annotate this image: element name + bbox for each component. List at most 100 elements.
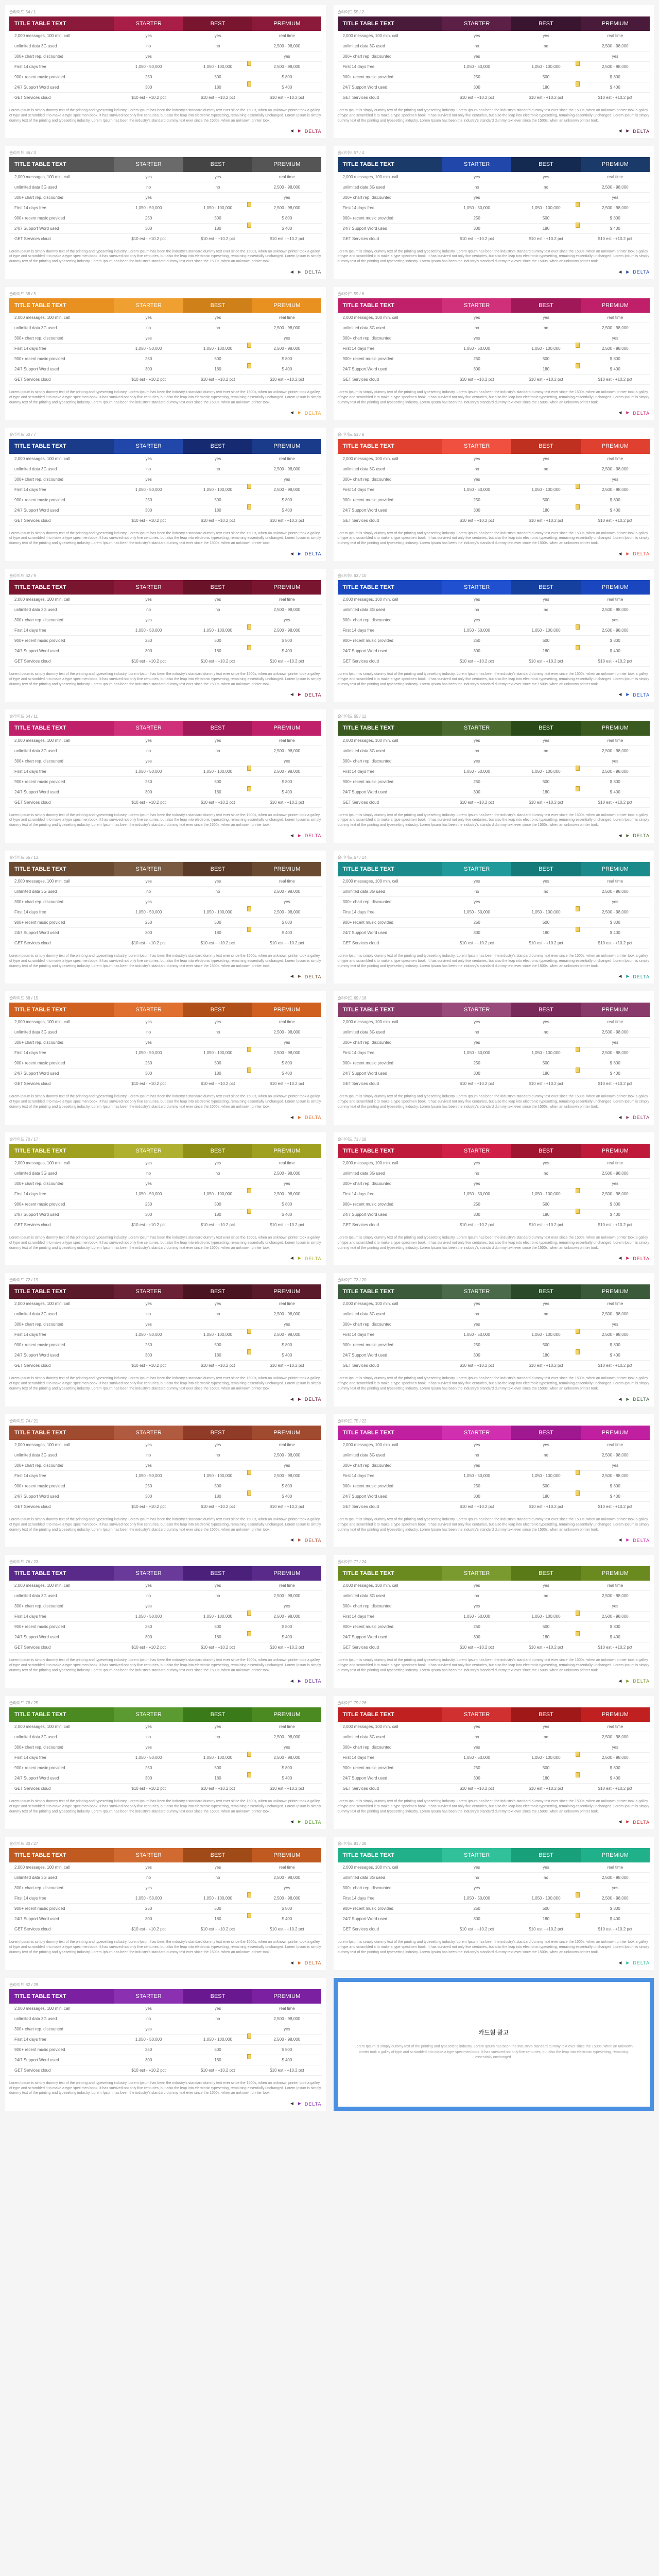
cell-value: 2,500 - 98,000	[581, 1309, 650, 1319]
row-label: unlimited data 3G used	[338, 1873, 443, 1883]
next-arrow-icon[interactable]: ►	[625, 269, 630, 275]
cell-value: 250	[114, 1340, 183, 1350]
next-arrow-icon[interactable]: ►	[625, 1256, 630, 1261]
cell-value: yes	[252, 1742, 321, 1752]
cell-value: no	[183, 2014, 252, 2024]
prev-arrow-icon[interactable]: ◄	[289, 269, 294, 275]
cell-value: $10 est - +10.2 pct	[252, 234, 321, 244]
next-arrow-icon[interactable]: ►	[625, 1115, 630, 1121]
next-arrow-icon[interactable]: ►	[297, 974, 302, 979]
prev-arrow-icon[interactable]: ◄	[289, 1115, 294, 1121]
next-arrow-icon[interactable]: ►	[625, 1960, 630, 1966]
next-arrow-icon[interactable]: ►	[625, 410, 630, 416]
next-arrow-icon[interactable]: ►	[625, 1819, 630, 1825]
cell-value: no	[114, 1591, 183, 1601]
prev-arrow-icon[interactable]: ◄	[618, 1819, 623, 1825]
table-row: 300+ chart rep. discountedyesyes	[338, 1461, 650, 1471]
prev-arrow-icon[interactable]: ◄	[618, 269, 623, 275]
cell-value: yes	[114, 1440, 183, 1450]
table-row: 2,000 messages, 100 min. callyesyesreal …	[338, 876, 650, 887]
prev-arrow-icon[interactable]: ◄	[618, 410, 623, 416]
next-arrow-icon[interactable]: ►	[297, 1819, 302, 1825]
prev-arrow-icon[interactable]: ◄	[289, 410, 294, 416]
prev-arrow-icon[interactable]: ◄	[618, 1679, 623, 1684]
cell-value: $ 800	[252, 1763, 321, 1773]
next-arrow-icon[interactable]: ►	[297, 833, 302, 839]
pricing-card: 슬라이드 62 / 9TITLE TABLE TEXTSTARTERBESTPR…	[5, 569, 326, 702]
next-arrow-icon[interactable]: ►	[625, 1679, 630, 1684]
cell-value	[511, 897, 580, 907]
prev-arrow-icon[interactable]: ◄	[289, 833, 294, 839]
prev-arrow-icon[interactable]: ◄	[289, 1537, 294, 1543]
table-row: 24/7 Support Word used300180$ 400	[338, 1210, 650, 1220]
prev-arrow-icon[interactable]: ◄	[618, 1115, 623, 1121]
prev-arrow-icon[interactable]: ◄	[618, 833, 623, 839]
cell-value: 2,500 - 98,000	[252, 323, 321, 333]
plan-header-best: BEST	[183, 439, 252, 453]
table-row: unlimited data 3G usednono2,500 - 98,000	[338, 1450, 650, 1461]
prev-arrow-icon[interactable]: ◄	[618, 1537, 623, 1543]
next-arrow-icon[interactable]: ►	[297, 1537, 302, 1543]
next-arrow-icon[interactable]: ►	[625, 551, 630, 557]
prev-arrow-icon[interactable]: ◄	[618, 1397, 623, 1402]
next-arrow-icon[interactable]: ►	[297, 269, 302, 275]
row-label: unlimited data 3G used	[9, 1309, 114, 1319]
next-arrow-icon[interactable]: ►	[297, 1679, 302, 1684]
cell-value: $ 400	[581, 787, 650, 797]
description-text: Lorem Ipsum is simply dummy text of the …	[338, 954, 650, 969]
cell-value: no	[442, 746, 511, 756]
table-row: First 14 days free1,050 - 50,0001,050 - …	[338, 1893, 650, 1904]
prev-arrow-icon[interactable]: ◄	[289, 1819, 294, 1825]
cell-value: $ 800	[581, 1763, 650, 1773]
table-row: 24/7 Support Word used300180$ 400	[338, 82, 650, 93]
next-arrow-icon[interactable]: ►	[625, 1397, 630, 1402]
next-arrow-icon[interactable]: ►	[297, 1960, 302, 1966]
row-label: 2,000 messages, 100 min. call	[338, 595, 443, 604]
prev-arrow-icon[interactable]: ◄	[289, 1397, 294, 1402]
cell-value: real time	[252, 454, 321, 464]
cell-value: yes	[442, 1601, 511, 1611]
prev-arrow-icon[interactable]: ◄	[618, 974, 623, 979]
next-arrow-icon[interactable]: ►	[297, 1115, 302, 1121]
prev-arrow-icon[interactable]: ◄	[618, 1256, 623, 1261]
next-arrow-icon[interactable]: ►	[297, 692, 302, 698]
next-arrow-icon[interactable]: ►	[297, 2101, 302, 2107]
prev-arrow-icon[interactable]: ◄	[618, 128, 623, 134]
next-arrow-icon[interactable]: ►	[297, 410, 302, 416]
prev-arrow-icon[interactable]: ◄	[618, 551, 623, 557]
cell-value: $10 est - +10.2 pct	[114, 1924, 183, 1934]
next-arrow-icon[interactable]: ►	[297, 551, 302, 557]
next-arrow-icon[interactable]: ►	[625, 1537, 630, 1543]
cell-value: $ 800	[581, 636, 650, 646]
prev-arrow-icon[interactable]: ◄	[289, 1679, 294, 1684]
next-arrow-icon[interactable]: ►	[625, 833, 630, 839]
pricing-card: 슬라이드 72 / 19TITLE TABLE TEXTSTARTERBESTP…	[5, 1273, 326, 1406]
row-label: 24/7 Support Word used	[9, 1773, 114, 1783]
table-title: TITLE TABLE TEXT	[338, 157, 443, 172]
ad-text: Lorem Ipsum is simply dummy text of the …	[353, 2044, 635, 2061]
table-title: TITLE TABLE TEXT	[9, 1426, 114, 1440]
next-arrow-icon[interactable]: ►	[625, 692, 630, 698]
cell-value: yes	[183, 1862, 252, 1872]
cell-value: no	[511, 323, 580, 333]
prev-arrow-icon[interactable]: ◄	[618, 692, 623, 698]
next-arrow-icon[interactable]: ►	[297, 128, 302, 134]
prev-arrow-icon[interactable]: ◄	[289, 974, 294, 979]
next-arrow-icon[interactable]: ►	[625, 128, 630, 134]
row-label: 900+ recent music provided	[338, 1763, 443, 1773]
prev-arrow-icon[interactable]: ◄	[618, 1960, 623, 1966]
next-arrow-icon[interactable]: ►	[297, 1256, 302, 1261]
prev-arrow-icon[interactable]: ◄	[289, 128, 294, 134]
cell-value: $ 400	[581, 1210, 650, 1219]
table-header-row: TITLE TABLE TEXTSTARTERBESTPREMIUM	[338, 1003, 650, 1017]
prev-arrow-icon[interactable]: ◄	[289, 1256, 294, 1261]
description-text: Lorem Ipsum is simply dummy text of the …	[9, 1799, 322, 1814]
next-arrow-icon[interactable]: ►	[625, 974, 630, 979]
next-arrow-icon[interactable]: ►	[297, 1397, 302, 1402]
prev-arrow-icon[interactable]: ◄	[289, 1960, 294, 1966]
table-header-row: TITLE TABLE TEXTSTARTERBESTPREMIUM	[9, 862, 322, 876]
cell-value: 1,050 - 100,000	[511, 1048, 580, 1058]
prev-arrow-icon[interactable]: ◄	[289, 692, 294, 698]
prev-arrow-icon[interactable]: ◄	[289, 2101, 294, 2107]
prev-arrow-icon[interactable]: ◄	[289, 551, 294, 557]
